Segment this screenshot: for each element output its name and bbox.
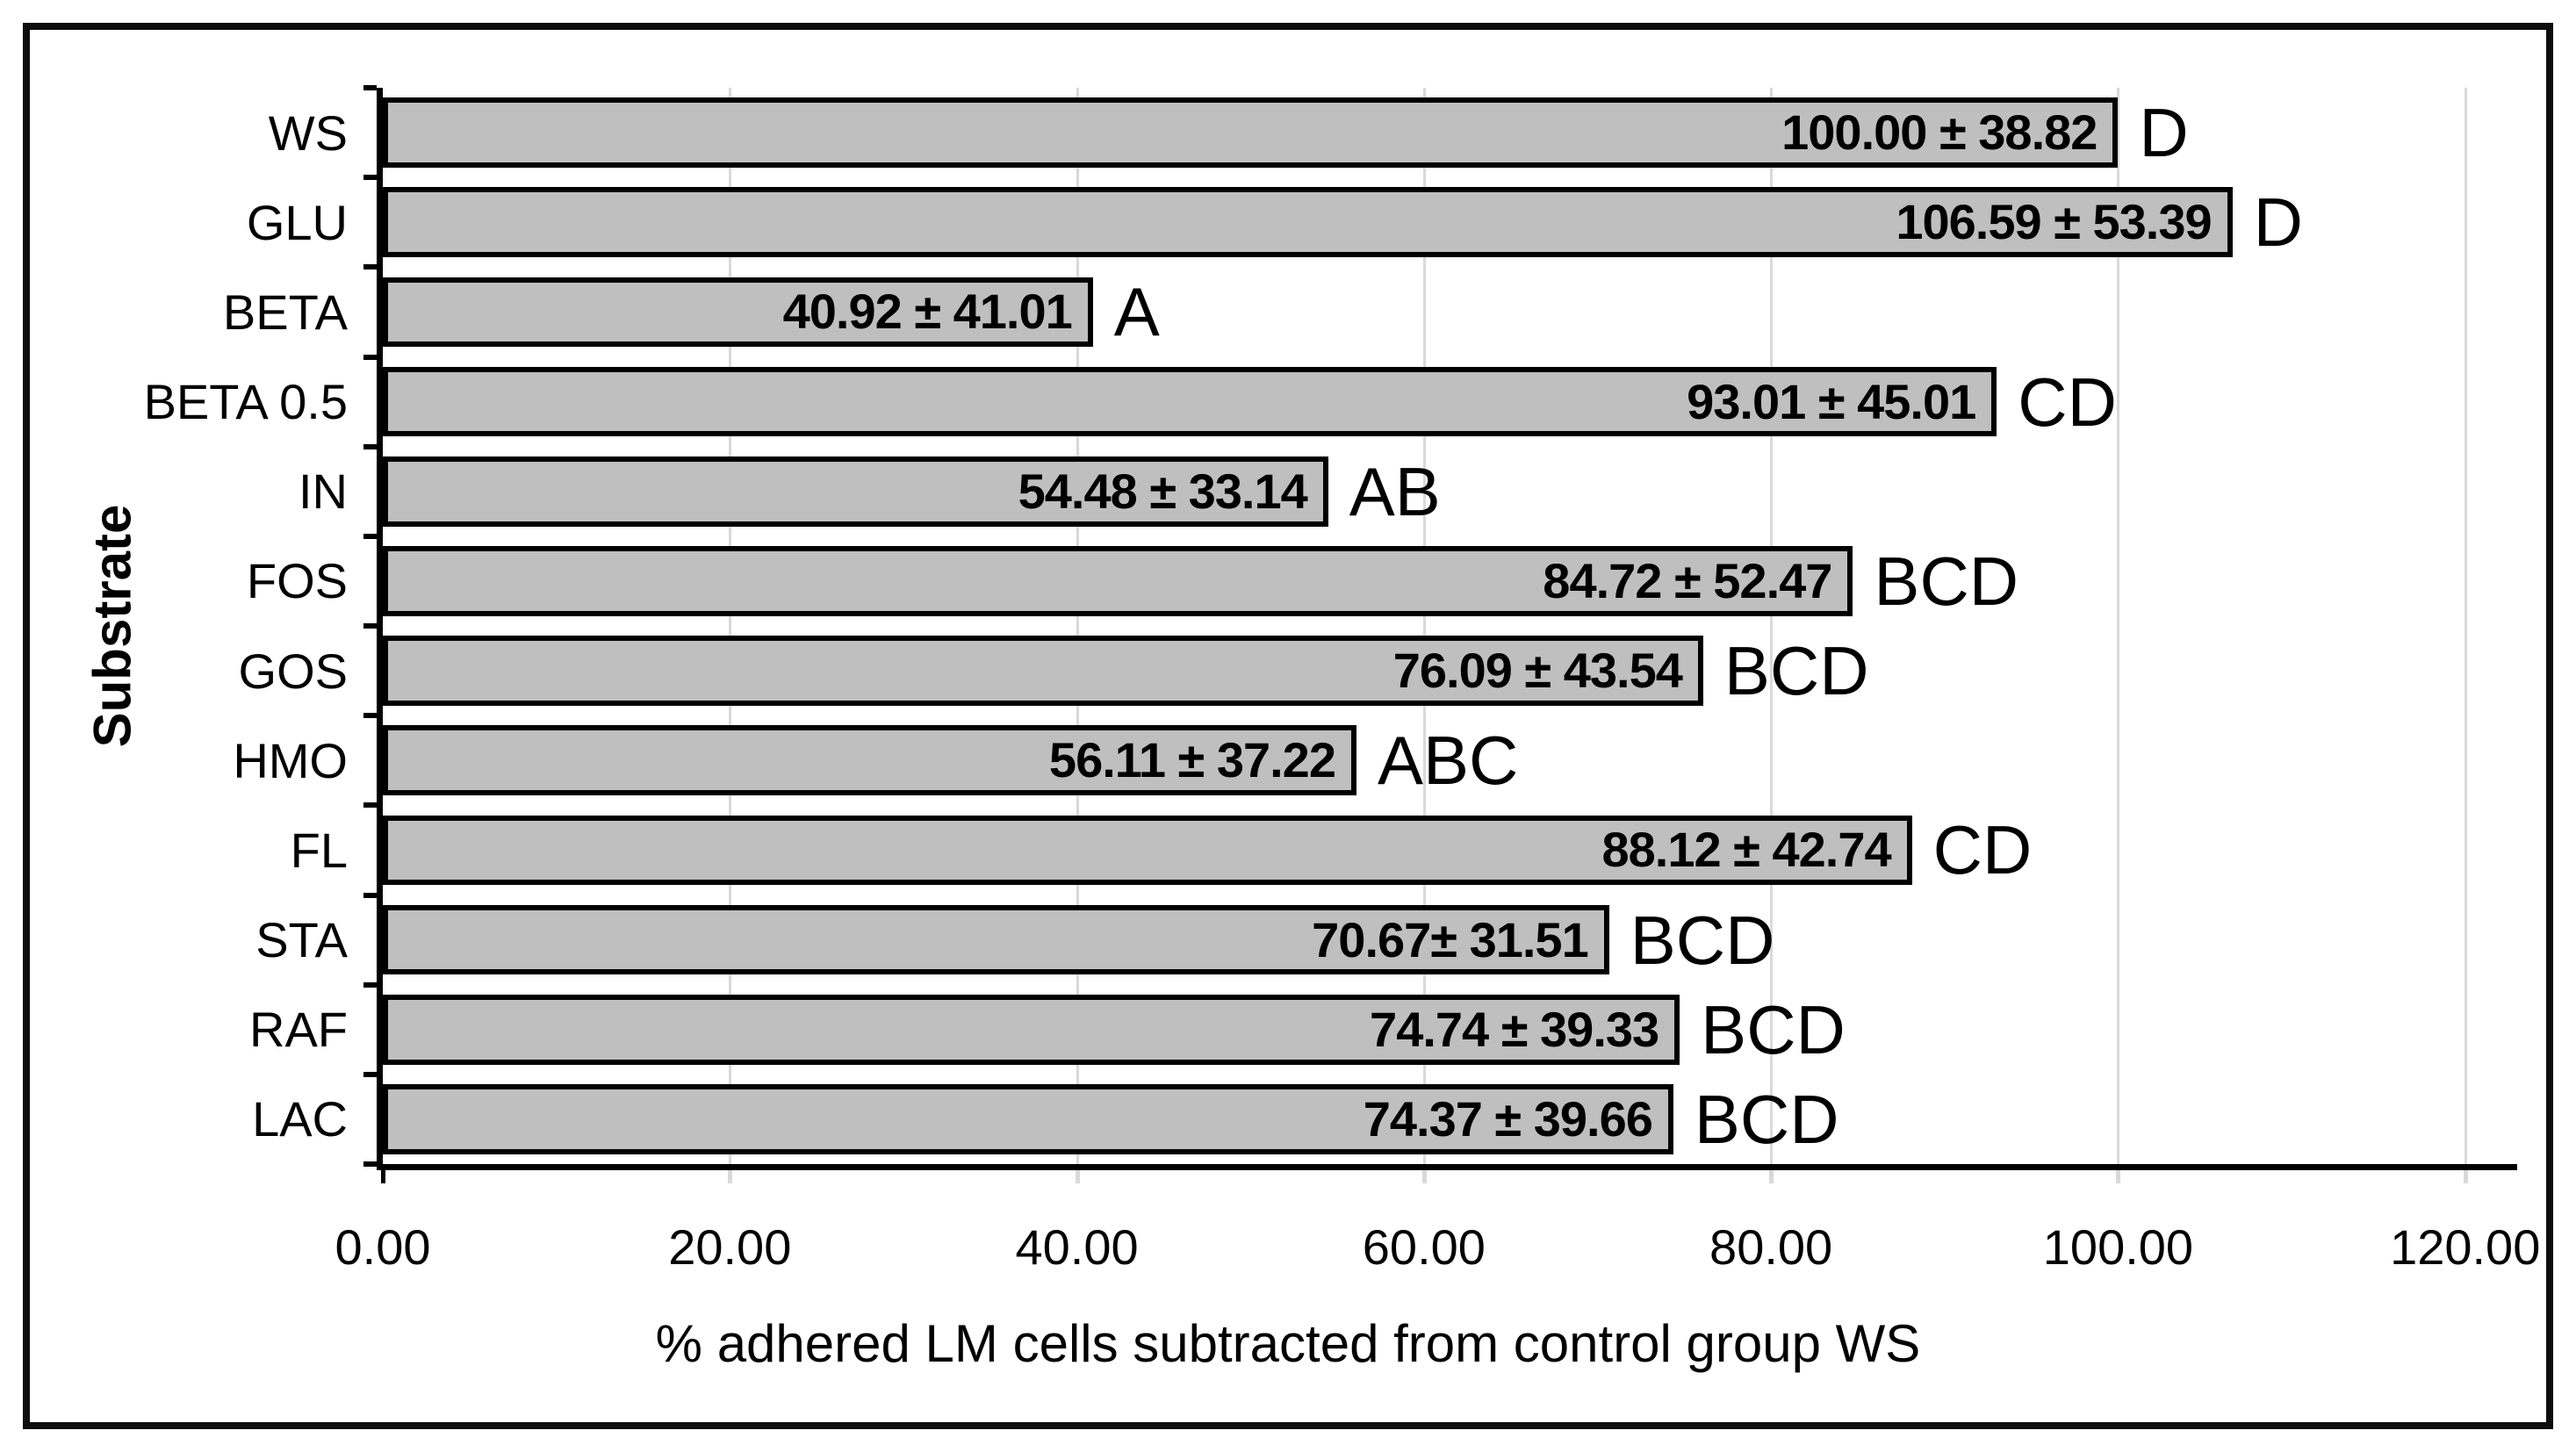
bar: 70.67± 31.51 (383, 904, 1609, 975)
y-axis-tick (363, 85, 377, 90)
value-label: 40.92 ± 41.01 (782, 284, 1073, 340)
x-axis-tick (728, 1170, 733, 1183)
significance-label: CD (1932, 811, 2033, 889)
y-axis-tick (363, 443, 377, 449)
bar-row: 54.48 ± 33.14 AB (383, 447, 2517, 536)
bar: 56.11 ± 37.22 (383, 725, 1356, 796)
x-axis-title: % adhered LM cells subtracted from contr… (655, 1314, 1921, 1373)
y-axis-tick (363, 264, 377, 270)
bar-row: 93.01 ± 45.01 CD (383, 357, 2517, 447)
y-axis-category-labels: WS GLU BETA BETA 0.5 IN FOS GOS HMO FL STA RAF LAC (44, 88, 362, 1164)
y-axis-tick (363, 802, 377, 809)
gridline (729, 88, 732, 1164)
x-axis-tick (1769, 1170, 1774, 1183)
bar-row: 70.67± 31.51 BCD (383, 895, 2517, 985)
gridline (1422, 88, 1426, 1164)
gridline (1076, 88, 1079, 1164)
value-label: 106.59 ± 53.39 (1896, 194, 2212, 250)
bar-row: 56.11 ± 37.22 ABC (383, 715, 2517, 805)
significance-label: BCD (1630, 901, 1775, 979)
significance-label: A (1113, 273, 1160, 351)
x-tick-label: 40.00 (1015, 1219, 1139, 1275)
value-label: 93.01 ± 45.01 (1687, 373, 1976, 429)
bar-row: 76.09 ± 43.54 BCD (383, 626, 2517, 715)
significance-label: D (2139, 94, 2189, 172)
bar-row: 88.12 ± 42.74 CD (383, 805, 2517, 895)
x-tick-label: 20.00 (668, 1219, 792, 1275)
category-label: BETA 0.5 (143, 374, 348, 430)
bar: 40.92 ± 41.01 (383, 277, 1093, 348)
y-axis-tick (363, 981, 377, 988)
category-label: HMO (233, 732, 348, 788)
value-label: 56.11 ± 37.22 (1048, 732, 1336, 788)
gridline (2117, 88, 2120, 1164)
value-label: 74.74 ± 39.33 (1370, 1001, 1659, 1057)
category-label: IN (299, 464, 348, 520)
bar: 74.74 ± 39.33 (383, 994, 1680, 1065)
bar: 54.48 ± 33.14 (383, 456, 1328, 527)
category-label: BETA (222, 284, 348, 340)
significance-label: CD (2018, 363, 2117, 441)
x-tick-label: 120.00 (2390, 1219, 2541, 1275)
x-tick-label: 80.00 (1709, 1219, 1833, 1275)
x-axis-tick (2116, 1170, 2121, 1183)
category-label: FOS (246, 553, 348, 609)
y-axis-tick (363, 354, 377, 360)
category-label: GOS (238, 643, 348, 699)
bar: 88.12 ± 42.74 (383, 815, 1912, 886)
significance-label: D (2253, 183, 2303, 262)
value-label: 76.09 ± 43.54 (1392, 643, 1683, 699)
x-tick-label: 60.00 (1362, 1219, 1486, 1275)
bar-row: 100.00 ± 38.82 D (383, 88, 2517, 177)
category-label: LAC (252, 1091, 348, 1147)
value-label: 100.00 ± 38.82 (1781, 104, 2097, 161)
y-axis-tick (363, 713, 377, 719)
significance-label: BCD (1723, 632, 1869, 710)
bar-row: 40.92 ± 41.01 A (383, 267, 2517, 356)
bar: 93.01 ± 45.01 (383, 366, 1997, 437)
plot-area: 100.00 ± 38.82 D 106.59 ± 53.39 D 40.92 ± 41… (363, 85, 2517, 1183)
bar-rows: 100.00 ± 38.82 D 106.59 ± 53.39 D 40.92 ± 41… (383, 88, 2517, 1164)
category-label: GLU (246, 194, 348, 250)
bar: 76.09 ± 43.54 (383, 636, 1703, 706)
value-label: 88.12 ± 42.74 (1601, 822, 1891, 878)
bar-row: 74.74 ± 39.33 BCD (383, 985, 2517, 1075)
x-axis-tick (1075, 1170, 1080, 1183)
x-axis-tick-labels: 0.00 20.00 40.00 60.00 80.00 100.00 120.00 (335, 1218, 2541, 1275)
category-label: FL (290, 822, 348, 878)
value-label: 84.72 ± 52.47 (1543, 552, 1832, 608)
y-axis-tick (363, 1071, 377, 1077)
y-axis-tick (363, 892, 377, 898)
category-label: WS (268, 104, 348, 161)
y-axis-tick (363, 1161, 377, 1167)
gridline (2464, 88, 2467, 1164)
gridline (1770, 88, 1774, 1164)
bar: 106.59 ± 53.39 (383, 187, 2233, 258)
bar: 74.37 ± 39.66 (383, 1084, 1673, 1154)
category-label: RAF (249, 1002, 348, 1058)
y-axis-tick (363, 175, 377, 181)
category-label: STA (255, 912, 348, 968)
y-axis-tick (363, 623, 377, 629)
x-axis-tick (381, 1170, 385, 1183)
bar: 100.00 ± 38.82 (383, 97, 2119, 168)
significance-label: BCD (1874, 542, 2019, 620)
value-label: 70.67± 31.51 (1312, 911, 1589, 967)
x-axis-tick (1421, 1170, 1427, 1183)
value-label: 74.37 ± 39.66 (1363, 1090, 1653, 1147)
bar: 84.72 ± 52.47 (383, 546, 1853, 616)
y-axis-tick (363, 533, 377, 539)
significance-label: BCD (1701, 990, 1846, 1068)
bar-row: 74.37 ± 39.66 BCD (383, 1075, 2517, 1164)
significance-label: AB (1349, 452, 1441, 530)
bar-row: 106.59 ± 53.39 D (383, 177, 2517, 267)
x-tick-label: 0.00 (335, 1219, 431, 1275)
value-label: 54.48 ± 33.14 (1018, 463, 1308, 519)
bar-row: 84.72 ± 52.47 BCD (383, 536, 2517, 626)
significance-label: BCD (1694, 1080, 1839, 1158)
x-tick-label: 100.00 (2042, 1219, 2194, 1275)
x-axis-tick (2463, 1170, 2468, 1183)
significance-label: ABC (1377, 722, 1519, 800)
